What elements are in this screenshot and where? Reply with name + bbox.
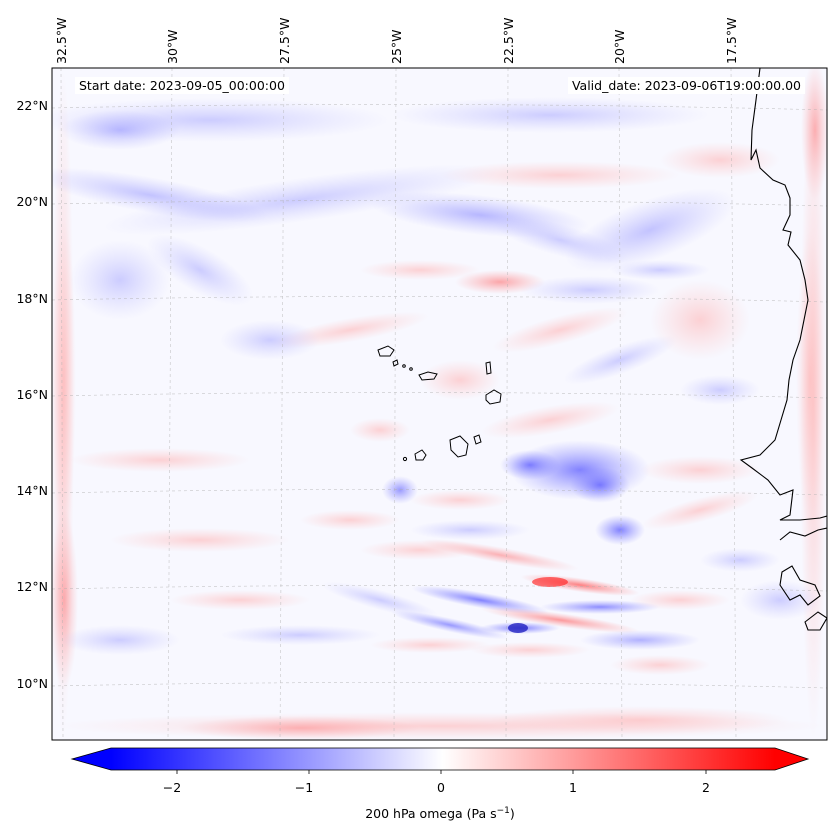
lon-label-20w: 20°W (612, 29, 627, 64)
colorbar-body (111, 748, 775, 770)
colorbar-outline (70, 747, 810, 771)
colorbar-tick-label: 1 (569, 780, 577, 795)
lat-label-20n: 20°N (16, 194, 48, 209)
colorbar-extend-max (775, 748, 808, 770)
lat-label-14n: 14°N (16, 483, 48, 498)
lon-label-22.5w: 22.5°W (501, 17, 516, 64)
lon-label-30w: 30°W (165, 29, 180, 64)
lat-label-18n: 18°N (16, 291, 48, 306)
lat-label-16n: 16°N (16, 387, 48, 402)
colorbar-tick-label: 0 (437, 780, 445, 795)
lon-label-25w: 25°W (389, 29, 404, 64)
islands (377, 345, 502, 462)
coastline (739, 68, 827, 631)
colorbar-title-close: ) (509, 806, 515, 822)
colorbar-extend-min (72, 748, 111, 770)
lat-label-22n: 22°N (16, 98, 48, 113)
lon-label-32.5w: 32.5°W (54, 17, 69, 64)
colorbar-tick-label: −1 (294, 780, 314, 795)
colorbar-title-exponent: −1 (496, 806, 510, 816)
colorbar-tick-label: 2 (702, 780, 710, 795)
omega-field (52, 68, 827, 740)
colorbar-ticks (176, 770, 707, 774)
lat-label-12n: 12°N (16, 579, 48, 594)
map-frame (51, 67, 828, 741)
lon-label-17.5w: 17.5°W (724, 17, 739, 64)
colorbar (70, 747, 810, 774)
colorbar-tick-label: −2 (162, 780, 182, 795)
lat-label-10n: 10°N (16, 676, 48, 691)
valid-date-label: Valid_date: 2023-09-06T19:00:00.00 (567, 77, 805, 94)
start-date-label: Start date: 2023-09-05_00:00:00 (75, 77, 289, 94)
colorbar-title: 200 hPa omega (Pa s−1) (365, 806, 515, 821)
colorbar-title-main: 200 hPa omega (Pa s (365, 806, 497, 822)
lon-label-27.5w: 27.5°W (277, 17, 292, 64)
gridlines (52, 68, 827, 740)
